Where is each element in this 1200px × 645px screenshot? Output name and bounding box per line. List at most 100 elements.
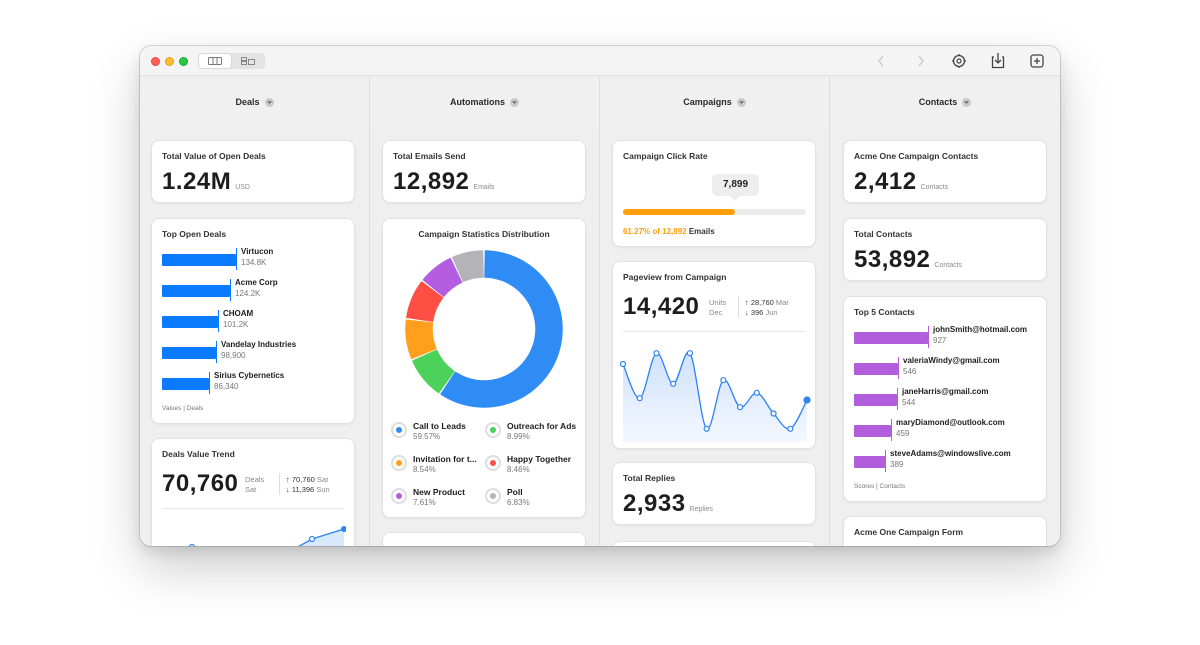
chevron-down-icon[interactable] bbox=[962, 97, 972, 107]
card-title: Acme One Campaign Form bbox=[854, 527, 964, 537]
pageview-point[interactable] bbox=[636, 395, 643, 402]
chevron-down-icon[interactable] bbox=[736, 97, 746, 107]
legend-percent: 8.99% bbox=[507, 432, 530, 441]
forward-icon[interactable] bbox=[916, 53, 926, 69]
close-window-button[interactable] bbox=[151, 57, 160, 66]
automations-column: Automations Total Emails Send 12,892 Emai… bbox=[370, 77, 600, 546]
total-replies-card[interactable]: Total Replies 2,933 Replies bbox=[612, 462, 816, 525]
next-campaign-card[interactable] bbox=[612, 541, 816, 546]
pageview-point[interactable] bbox=[720, 377, 727, 384]
card-title: Top Open Deals bbox=[162, 229, 227, 239]
card-title: Total Replies bbox=[623, 473, 676, 483]
donut-slice[interactable] bbox=[440, 250, 563, 408]
contacts-column-header[interactable]: Contacts bbox=[830, 77, 1060, 127]
bar-end-marker bbox=[898, 357, 899, 379]
acme-contacts-card[interactable]: Acme One Campaign Contacts 2,412 Contacts bbox=[843, 140, 1047, 203]
trend-point-current[interactable] bbox=[341, 526, 346, 532]
chevron-down-icon[interactable] bbox=[264, 97, 274, 107]
open-deals-value-card[interactable]: Total Value of Open Deals 1.24M USD bbox=[151, 140, 355, 203]
bar[interactable] bbox=[162, 254, 236, 266]
chevron-down-icon[interactable] bbox=[510, 97, 519, 107]
donut-slice[interactable] bbox=[412, 349, 455, 394]
pageview-point[interactable] bbox=[770, 410, 777, 417]
bar[interactable] bbox=[162, 347, 216, 359]
next-automation-card[interactable] bbox=[382, 532, 586, 546]
bar-row[interactable]: maryDiamond@outlook.com 459 bbox=[844, 297, 1005, 441]
campaign-distribution-card[interactable]: Campaign Statistics Distribution Call to… bbox=[382, 218, 586, 518]
trend-line bbox=[298, 528, 345, 546]
bar-row[interactable]: steveAdams@windowslive.com 389 bbox=[844, 297, 1011, 472]
pageview-point[interactable] bbox=[753, 389, 760, 396]
view-mode-segmented-control[interactable] bbox=[198, 53, 265, 69]
click-rate-card[interactable]: Campaign Click Rate 7,899 61.27% of 12,8… bbox=[612, 140, 816, 247]
campaign-form-card[interactable]: Acme One Campaign Form bbox=[843, 516, 1047, 546]
total-emails-card[interactable]: Total Emails Send 12,892 Emails bbox=[382, 140, 586, 203]
bar-value: 134.8K bbox=[241, 258, 267, 267]
pageview-point[interactable] bbox=[703, 425, 710, 432]
zoom-window-button[interactable] bbox=[179, 57, 188, 66]
bar-end-marker bbox=[928, 326, 929, 348]
bar-row[interactable]: Sirius Cybernetics 86,340 bbox=[152, 219, 284, 394]
bar-row[interactable]: janeHarris@gmail.com 544 bbox=[844, 297, 989, 410]
pageview-point[interactable] bbox=[686, 350, 694, 357]
column-title: Campaigns bbox=[683, 97, 732, 107]
bar-end-marker bbox=[885, 450, 886, 472]
pageview-point-current[interactable] bbox=[803, 396, 811, 404]
top-open-deals-card[interactable]: Top Open Deals Virtucon 134.8K Acme Corp 12… bbox=[151, 218, 355, 424]
legend-item[interactable]: Call to Leads 59.57% bbox=[391, 421, 491, 445]
total-contacts-card[interactable]: Total Contacts 53,892 Contacts bbox=[843, 218, 1047, 281]
download-icon[interactable] bbox=[990, 52, 1006, 69]
bar[interactable] bbox=[854, 332, 928, 344]
legend-item[interactable]: Outreach for Ads 8.99% bbox=[485, 421, 585, 445]
campaigns-column-header[interactable]: Campaigns bbox=[600, 77, 829, 127]
bar[interactable] bbox=[162, 285, 230, 297]
legend-label: Outreach for Ads bbox=[507, 421, 577, 431]
bar[interactable] bbox=[854, 363, 898, 375]
add-icon[interactable] bbox=[1029, 53, 1045, 69]
pageview-point[interactable] bbox=[653, 350, 660, 357]
app-window: Deals Total Value of Open Deals 1.24M USD… bbox=[140, 46, 1060, 546]
bar[interactable] bbox=[162, 316, 218, 328]
pageview-card[interactable]: Pageview from Campaign 14,420 Units Dec … bbox=[612, 261, 816, 449]
trend-point[interactable] bbox=[308, 535, 316, 543]
bar-row[interactable]: Virtucon 134.8K bbox=[152, 219, 273, 270]
pageview-point[interactable] bbox=[670, 380, 677, 387]
bar-row[interactable]: valeriaWindy@gmail.com 546 bbox=[844, 297, 1000, 379]
minimize-window-button[interactable] bbox=[165, 57, 174, 66]
campaigns-column: Campaigns Campaign Click Rate 7,899 61.2… bbox=[600, 77, 830, 546]
column-title: Contacts bbox=[918, 97, 958, 107]
donut-slice[interactable] bbox=[406, 281, 444, 322]
legend-item[interactable]: New Product 7.61% bbox=[391, 487, 491, 511]
big-number-unit: Contacts bbox=[920, 184, 949, 191]
pageview-point[interactable] bbox=[619, 360, 627, 368]
bar[interactable] bbox=[854, 394, 897, 406]
pageview-point[interactable] bbox=[787, 425, 794, 432]
legend-item[interactable]: Poll 6.83% bbox=[485, 487, 585, 511]
legend-item[interactable]: Happy Together 8.46% bbox=[485, 454, 585, 478]
donut-slice[interactable] bbox=[452, 250, 484, 283]
card-footer: Scores | Contacts bbox=[854, 483, 906, 490]
card-title: Pageview from Campaign bbox=[623, 272, 727, 282]
bar-row[interactable]: johnSmith@hotmail.com 927 bbox=[844, 297, 1027, 348]
automations-column-header[interactable]: Automations bbox=[370, 77, 599, 127]
tooltip-caret bbox=[730, 196, 740, 201]
grid-view-icon[interactable] bbox=[241, 57, 255, 65]
bar-row[interactable]: Acme Corp 124.2K bbox=[152, 219, 278, 301]
deals-value-trend-card[interactable]: Deals Value Trend 70,760 Deals Sat ↑ 70,… bbox=[151, 438, 355, 546]
bar-value: 927 bbox=[933, 336, 947, 345]
columns-view-segment[interactable] bbox=[199, 54, 231, 68]
legend-item[interactable]: Invitation for t... 8.54% bbox=[391, 454, 491, 478]
bar-row[interactable]: CHOAM 101.2K bbox=[152, 219, 253, 332]
bar-row[interactable]: Vandelay Industries 98,900 bbox=[152, 219, 296, 363]
bar[interactable] bbox=[854, 456, 885, 468]
trend-point[interactable] bbox=[189, 543, 195, 547]
back-icon[interactable] bbox=[876, 53, 886, 69]
donut-slice[interactable] bbox=[422, 257, 463, 297]
pageview-point[interactable] bbox=[736, 404, 744, 411]
donut-slice[interactable] bbox=[405, 319, 437, 360]
top-contacts-card[interactable]: Top 5 Contacts johnSmith@hotmail.com 927 v… bbox=[843, 296, 1047, 502]
settings-gear-icon[interactable] bbox=[951, 53, 967, 69]
bar[interactable] bbox=[162, 378, 209, 390]
deals-column-header[interactable]: Deals bbox=[140, 77, 369, 127]
bar[interactable] bbox=[854, 425, 891, 437]
